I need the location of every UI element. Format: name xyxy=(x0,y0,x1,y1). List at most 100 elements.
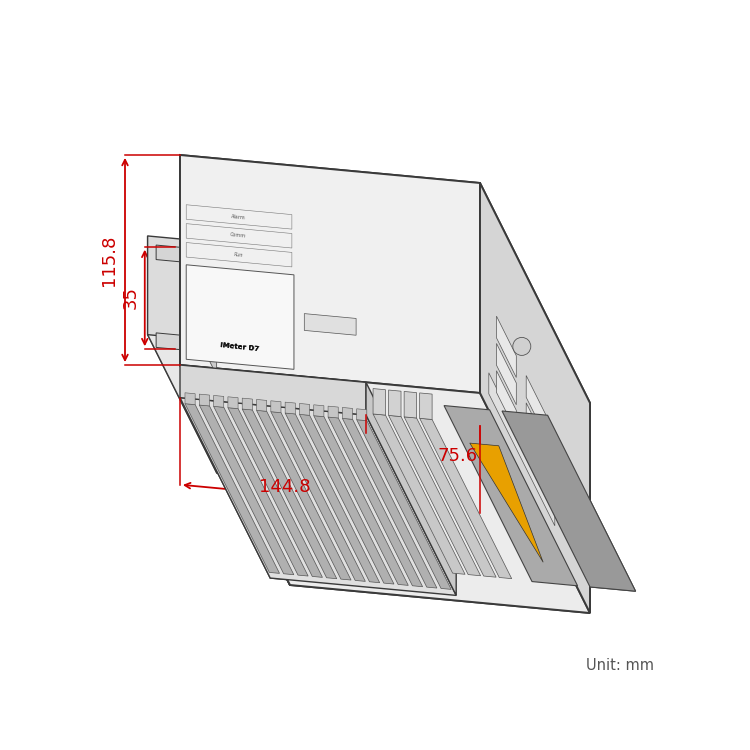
Polygon shape xyxy=(205,335,217,375)
Polygon shape xyxy=(328,417,422,586)
Polygon shape xyxy=(285,413,380,583)
Polygon shape xyxy=(404,392,416,418)
Polygon shape xyxy=(328,406,338,418)
Text: iMeter D7: iMeter D7 xyxy=(220,343,260,352)
Polygon shape xyxy=(200,394,209,406)
Polygon shape xyxy=(242,398,253,410)
Text: Comm: Comm xyxy=(230,232,246,239)
Polygon shape xyxy=(228,397,238,409)
Polygon shape xyxy=(427,300,448,316)
Polygon shape xyxy=(186,265,294,369)
Polygon shape xyxy=(357,409,367,421)
Polygon shape xyxy=(366,382,456,596)
Text: iMeter D7: iMeter D7 xyxy=(220,343,260,352)
Polygon shape xyxy=(526,403,546,464)
Polygon shape xyxy=(186,242,292,267)
Polygon shape xyxy=(342,419,437,588)
Polygon shape xyxy=(273,205,497,310)
Text: 75.6: 75.6 xyxy=(438,448,478,466)
Polygon shape xyxy=(314,416,408,586)
Polygon shape xyxy=(256,410,351,580)
Polygon shape xyxy=(299,404,310,416)
Polygon shape xyxy=(373,388,386,415)
Polygon shape xyxy=(242,398,253,410)
Polygon shape xyxy=(285,402,296,414)
Polygon shape xyxy=(186,242,292,267)
Text: 144.8: 144.8 xyxy=(260,478,310,496)
Polygon shape xyxy=(496,316,516,377)
Polygon shape xyxy=(214,395,223,407)
Polygon shape xyxy=(285,402,296,414)
Polygon shape xyxy=(420,419,512,579)
Polygon shape xyxy=(388,390,401,416)
Polygon shape xyxy=(420,419,512,579)
Polygon shape xyxy=(496,370,516,432)
Polygon shape xyxy=(496,316,516,377)
Polygon shape xyxy=(180,365,366,415)
Polygon shape xyxy=(211,344,226,389)
Polygon shape xyxy=(194,240,262,478)
Polygon shape xyxy=(242,409,337,579)
Polygon shape xyxy=(314,405,324,416)
Polygon shape xyxy=(357,420,452,590)
Text: Alarm: Alarm xyxy=(230,214,245,220)
Polygon shape xyxy=(242,410,254,450)
Polygon shape xyxy=(180,155,290,585)
Polygon shape xyxy=(496,344,516,405)
Polygon shape xyxy=(256,400,267,411)
Ellipse shape xyxy=(199,360,211,382)
Polygon shape xyxy=(502,411,635,591)
Polygon shape xyxy=(186,224,292,248)
Polygon shape xyxy=(496,344,516,405)
Text: Run: Run xyxy=(233,252,243,257)
Polygon shape xyxy=(186,205,292,229)
Polygon shape xyxy=(256,410,351,580)
Polygon shape xyxy=(404,417,496,578)
Polygon shape xyxy=(271,412,365,581)
Polygon shape xyxy=(228,408,322,578)
Polygon shape xyxy=(156,333,194,351)
Circle shape xyxy=(513,338,531,356)
Polygon shape xyxy=(526,376,546,437)
Polygon shape xyxy=(214,406,308,576)
Polygon shape xyxy=(185,404,280,573)
Polygon shape xyxy=(156,245,194,263)
Polygon shape xyxy=(186,265,294,369)
Polygon shape xyxy=(404,392,416,418)
Polygon shape xyxy=(180,155,480,393)
Polygon shape xyxy=(444,406,578,586)
Polygon shape xyxy=(180,365,590,613)
Polygon shape xyxy=(271,400,281,412)
Polygon shape xyxy=(502,411,635,591)
Polygon shape xyxy=(271,400,281,412)
Polygon shape xyxy=(200,394,209,406)
Polygon shape xyxy=(281,202,302,219)
Polygon shape xyxy=(470,443,543,562)
Polygon shape xyxy=(299,414,394,584)
Polygon shape xyxy=(180,365,366,415)
Polygon shape xyxy=(420,393,432,419)
Polygon shape xyxy=(373,414,465,574)
Polygon shape xyxy=(388,416,481,576)
Polygon shape xyxy=(489,373,555,526)
Polygon shape xyxy=(357,420,452,590)
Text: 35: 35 xyxy=(122,286,140,310)
Polygon shape xyxy=(328,417,422,586)
Polygon shape xyxy=(186,205,292,229)
Polygon shape xyxy=(148,236,194,339)
Polygon shape xyxy=(328,406,338,418)
Polygon shape xyxy=(185,393,195,404)
Polygon shape xyxy=(342,407,352,419)
Polygon shape xyxy=(228,408,322,578)
Polygon shape xyxy=(526,403,546,464)
Polygon shape xyxy=(557,522,579,585)
Polygon shape xyxy=(314,405,324,416)
Polygon shape xyxy=(480,183,590,613)
Polygon shape xyxy=(489,373,555,526)
Circle shape xyxy=(513,338,531,356)
Polygon shape xyxy=(148,236,217,473)
Text: Alarm: Alarm xyxy=(230,214,245,220)
Polygon shape xyxy=(388,390,401,416)
Polygon shape xyxy=(256,400,267,411)
Polygon shape xyxy=(526,430,546,491)
